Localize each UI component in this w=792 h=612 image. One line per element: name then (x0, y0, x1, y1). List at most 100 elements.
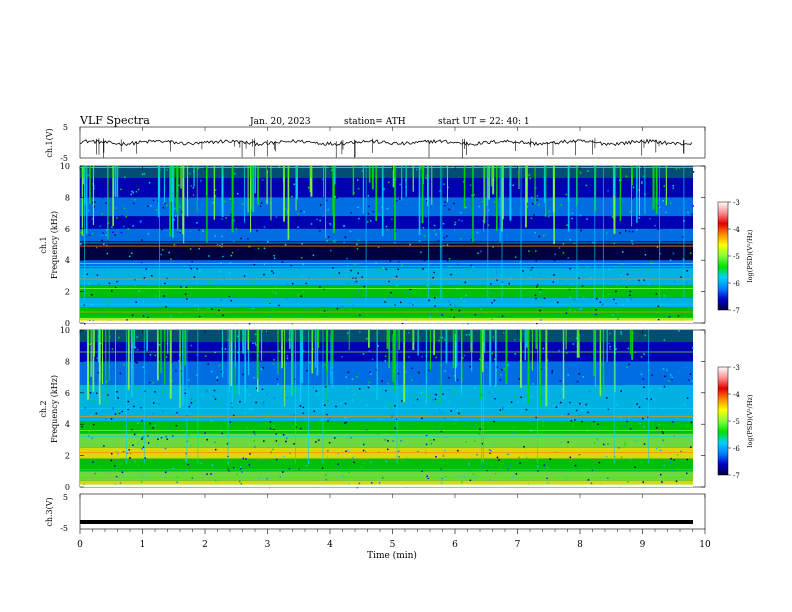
spectrogram-speckle (672, 187, 675, 190)
spectrogram-speckle (147, 435, 149, 438)
spectrogram-speckle (124, 176, 126, 179)
spectrogram-speckle (292, 426, 295, 428)
spectrogram-speckle (284, 243, 287, 246)
spectrogram-speckle (334, 239, 337, 241)
spectrogram-speckle (215, 479, 217, 482)
spectrogram-speckle (401, 264, 403, 266)
spectrogram-speckle (231, 251, 234, 254)
spectrogram-speckle (331, 369, 333, 371)
spectrogram-speckle (395, 284, 398, 287)
spectrogram-speckle (643, 279, 645, 281)
spectrogram-speckle (223, 277, 225, 280)
spectrogram-speckle (147, 169, 150, 171)
spectrogram-speckle (121, 215, 123, 217)
spectrogram-speckle (198, 247, 200, 250)
spectrogram-speckle (668, 316, 671, 318)
spectrogram-band (80, 241, 693, 261)
spectrogram-speckle (91, 217, 94, 220)
spectrogram-speckle (553, 255, 555, 258)
spectrogram-speckle (638, 217, 641, 219)
spectrogram-speckle (663, 386, 666, 388)
spectrogram-speckle (469, 479, 472, 482)
spectrogram-speckle (515, 473, 518, 475)
spectrogram-speckle (641, 180, 643, 183)
spectrogram-speckle (106, 244, 108, 247)
spectrogram-speckle (384, 246, 387, 248)
spectrogram-speckle (233, 172, 236, 175)
spectrogram-speckle (470, 264, 472, 267)
spectrogram-speckle (639, 461, 642, 464)
spectrogram-speckle (221, 432, 223, 435)
spectrogram-speckle (325, 472, 328, 475)
spectrogram-speckle (437, 220, 440, 223)
spectrogram-speckle (384, 355, 387, 357)
spectrogram-speckle (416, 169, 418, 171)
spectrogram-speckle (542, 347, 545, 350)
spectrogram-speckle (496, 366, 498, 368)
spectrogram-speckle (227, 297, 230, 299)
spectrogram-speckle (561, 414, 563, 417)
spectrogram-speckle (670, 229, 672, 231)
spectrogram-speckle (102, 232, 104, 235)
spectrogram-speckle (246, 386, 249, 388)
spectrogram-speckle (356, 486, 359, 489)
spectrogram-speckle (522, 268, 524, 271)
spectrogram-speckle (663, 295, 666, 297)
spectrogram-speckle (219, 270, 221, 273)
spectrogram-speckle (523, 385, 525, 388)
spectrogram-speckle (303, 211, 305, 213)
spectrogram-speckle (430, 442, 433, 445)
spectrogram-speckle (147, 205, 149, 208)
time-axis-tick-label: 0 (77, 540, 83, 550)
time-axis-tick-label: 4 (327, 540, 333, 550)
spectrogram-speckle (553, 404, 556, 407)
spectrogram-speckle (427, 395, 430, 398)
spectrogram-speckle (534, 294, 537, 297)
spectrogram-speckle (261, 388, 264, 391)
spectrogram-speckle (556, 190, 558, 193)
spectrogram-speckle (493, 271, 496, 273)
spectrogram-speckle (479, 358, 481, 360)
spectrogram-speckle (246, 427, 248, 430)
spectrogram-speckle (277, 383, 279, 385)
spectrogram-speckle (579, 308, 581, 311)
spectrogram-speckle (147, 258, 150, 260)
spectrogram-speckle (639, 422, 641, 425)
spectrogram-speckle (96, 357, 99, 359)
spectrogram-speckle (536, 465, 539, 468)
spectrogram-speckle (643, 443, 646, 445)
spectrogram-speckle (387, 440, 389, 442)
spectrogram-speckle (684, 404, 686, 406)
spectrogram-speckle (347, 371, 350, 374)
spectrogram-speckle (164, 227, 166, 229)
spectrogram-speckle (440, 212, 442, 214)
spectrogram-speckle (275, 440, 278, 442)
spectrogram-speckle (103, 445, 105, 447)
spectrogram-speckle (269, 302, 271, 305)
spectrogram-speckle (678, 371, 680, 374)
spectrogram-speckle (190, 344, 193, 347)
spectrogram-speckle (613, 455, 616, 458)
spectrogram-speckle (514, 353, 516, 355)
spectrogram-ytick-label: 4 (65, 256, 70, 265)
spectrogram-band (80, 408, 693, 422)
spectrogram-speckle (377, 433, 380, 435)
spectrogram-speckle (128, 255, 131, 258)
spectrogram-speckle (656, 427, 658, 429)
spectrogram-speckle (496, 255, 498, 258)
spectrogram-speckle (536, 199, 539, 201)
spectrogram-speckle (377, 246, 380, 249)
spectrogram-speckle (156, 444, 158, 446)
colorbar-gradient (717, 366, 729, 476)
spectrogram-speckle (647, 268, 649, 271)
spectrogram-speckle (148, 381, 151, 384)
spectrogram-speckle (324, 404, 326, 406)
spectrogram-speckle (669, 373, 672, 376)
spectrogram-speckle (555, 168, 558, 170)
spectrogram-speckle (394, 303, 396, 306)
spectrogram-speckle (430, 313, 432, 315)
spectrogram-speckle (161, 228, 163, 230)
spectrogram-speckle (141, 419, 143, 422)
spectrogram-speckle (539, 309, 541, 312)
spectrogram-speckle (432, 276, 434, 279)
